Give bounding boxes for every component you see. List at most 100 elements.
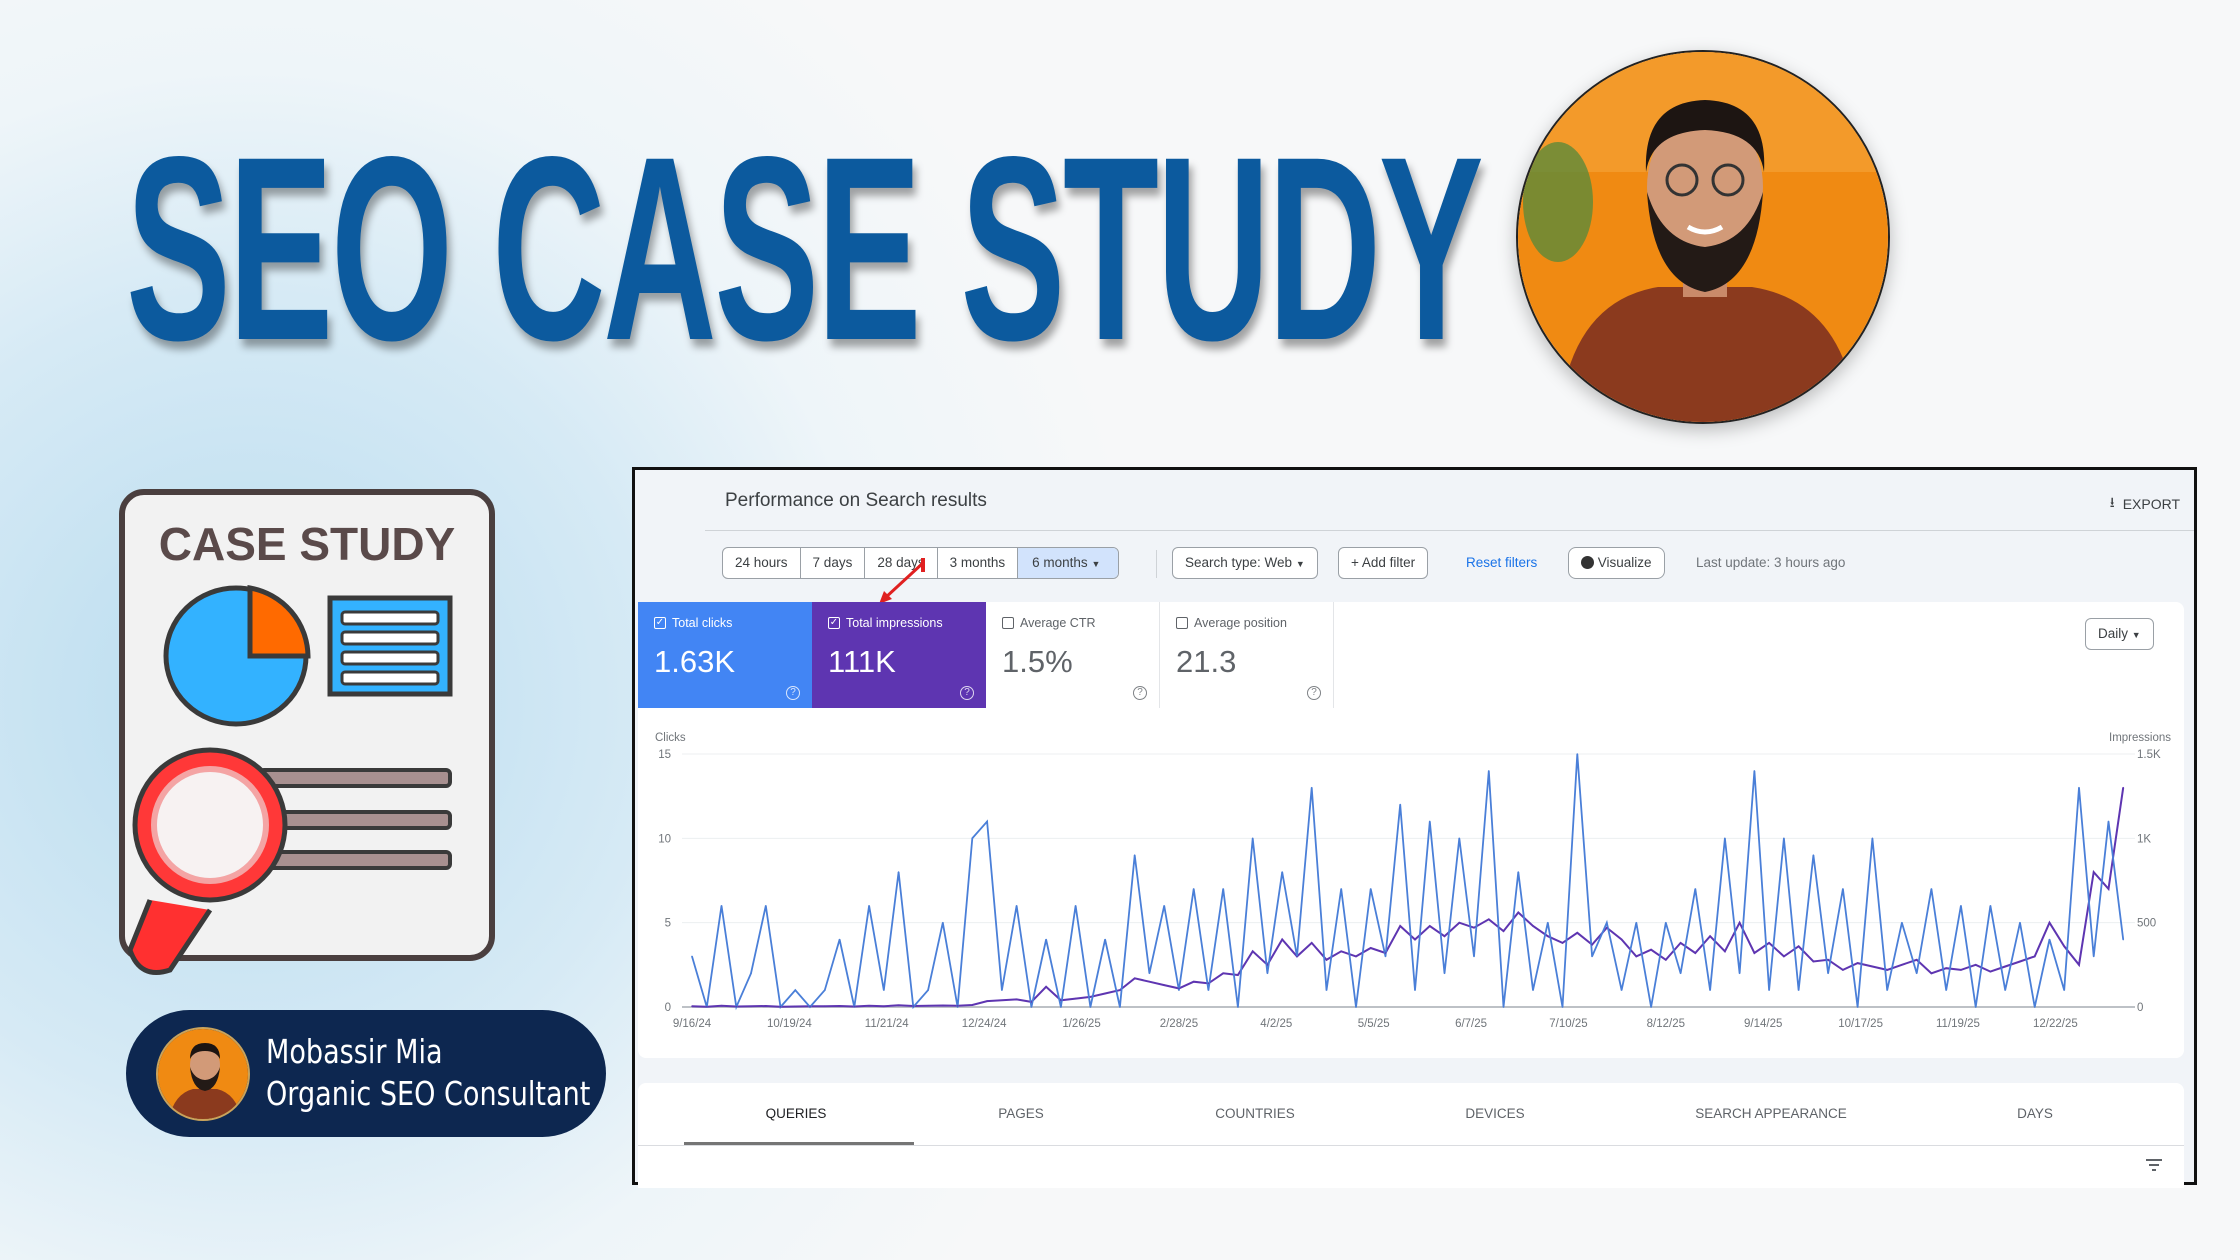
metric-value: 21.3 [1176,644,1237,679]
impressions-point [764,1005,767,1007]
help-icon[interactable]: ? [1133,686,1147,700]
tab-countries[interactable]: COUNTRIES [1215,1106,1295,1121]
y-left-tick-label: 5 [665,918,671,930]
tab-days[interactable]: DAYS [2017,1106,2053,1121]
metric-total-impressions[interactable]: ✓ Total impressions 111K ? [812,602,986,708]
help-icon[interactable]: ? [1307,686,1321,700]
checkbox-checked-icon[interactable]: ✓ [654,617,666,629]
impressions-point [1517,911,1520,914]
impressions-point [1797,945,1800,948]
impressions-point [1960,969,1962,971]
clicks-point [2004,989,2006,991]
impressions-point [942,1004,944,1007]
clicks-point [1325,989,1328,991]
clicks-point [1399,803,1402,806]
x-tick-label: 9/14/25 [1744,1018,1782,1030]
clicks-point [1502,1006,1505,1008]
impressions-point [1473,926,1475,929]
clicks-point [1783,837,1785,840]
granularity-dropdown[interactable]: Daily ▼ [2085,618,2154,650]
clicks-point [1620,989,1623,991]
tab-queries[interactable]: QUERIES [765,1106,827,1121]
metric-label: Average position [1194,616,1287,630]
range-3-months[interactable]: 3 months [938,548,1019,578]
impressions-point [1340,950,1343,953]
export-button[interactable]: ⭳ EXPORT [2110,492,2180,516]
y-left-tick-label: 15 [658,749,671,761]
visualize-button[interactable]: Visualize [1568,547,1665,579]
checkbox-unchecked-icon[interactable] [1002,617,1014,629]
impressions-point [1133,977,1136,980]
impressions-point [1635,955,1638,958]
impressions-point [1709,935,1711,937]
help-icon[interactable]: ? [786,686,800,700]
impressions-point [883,1005,885,1007]
search-type-label: Search type: Web [1185,555,1293,570]
clicks-point [1842,888,1844,890]
x-tick-label: 5/5/25 [1358,1018,1390,1030]
clicks-point [1237,1006,1239,1008]
clicks-point [2063,989,2066,991]
impressions-point [1089,996,1092,998]
x-tick-label: 1/26/25 [1062,1018,1100,1030]
metric-average-ctr[interactable]: Average CTR 1.5% ? [986,602,1160,708]
checkbox-checked-icon[interactable]: ✓ [828,617,840,629]
x-tick-label: 11/21/24 [865,1018,910,1030]
tab-search-appearance[interactable]: SEARCH APPEARANCE [1695,1106,1847,1121]
add-filter-label: Add filter [1361,555,1416,570]
clicks-point [1251,837,1254,840]
active-tab-indicator [684,1142,914,1145]
impressions-point [1502,930,1505,932]
range-24-hours[interactable]: 24 hours [723,548,801,578]
x-tick-label: 10/17/25 [1838,1018,1883,1030]
impressions-point [2048,921,2051,924]
impressions-point [1148,980,1151,983]
range-28-days[interactable]: 28 days [865,548,938,578]
impressions-point [720,1004,723,1007]
download-icon: ⭳ [2109,494,2115,510]
panel-title: Performance on Search results [725,490,987,511]
impressions-point [1901,964,1903,966]
filter-rows-icon[interactable] [2146,1159,2162,1171]
impressions-point [1428,925,1431,927]
impressions-point [1532,925,1534,927]
help-icon[interactable]: ? [960,686,974,700]
clicks-point [1960,905,1962,907]
impressions-point [1045,985,1047,988]
metric-total-clicks[interactable]: ✓ Total clicks 1.63K ? [638,602,812,708]
impressions-point [1222,972,1224,975]
impressions-point [1178,987,1180,990]
clicks-point [1915,972,1918,975]
checkbox-unchecked-icon[interactable] [1176,617,1188,629]
range-6-months[interactable]: 6 months ▼ [1018,548,1119,578]
visualize-label: Visualize [1597,555,1652,570]
x-tick-label: 12/24/24 [962,1018,1007,1030]
impressions-point [809,1005,811,1008]
y-left-axis-label: Clicks [655,732,686,744]
range-7-days[interactable]: 7 days [801,548,866,578]
impressions-point [1296,955,1298,958]
impressions-point [1827,958,1829,961]
impressions-point [897,1004,900,1007]
clicks-point [1163,905,1165,907]
impressions-point [1783,955,1785,958]
tab-devices[interactable]: DEVICES [1465,1106,1525,1121]
clicks-point [1576,753,1579,755]
metric-average-position[interactable]: Average position 21.3 ? [1160,602,1334,708]
x-tick-label: 6/7/25 [1455,1018,1487,1030]
impressions-point [1487,918,1490,921]
export-label: EXPORT [2122,496,2180,512]
impressions-point [1650,948,1652,951]
clicks-point [1856,1006,1859,1008]
tab-pages[interactable]: PAGES [998,1106,1044,1121]
impressions-point [1989,970,1992,973]
impressions-point [1915,958,1918,961]
impressions-point [1015,998,1018,1001]
clicks-point [794,989,797,991]
impressions-point [2004,965,2006,968]
add-filter-button[interactable]: + Add filter [1338,547,1429,579]
search-type-dropdown[interactable]: Search type: Web ▼ [1172,547,1318,579]
impressions-point [1001,999,1003,1002]
reset-filters-link[interactable]: Reset filters [1466,555,1538,570]
impressions-point [1606,926,1608,929]
